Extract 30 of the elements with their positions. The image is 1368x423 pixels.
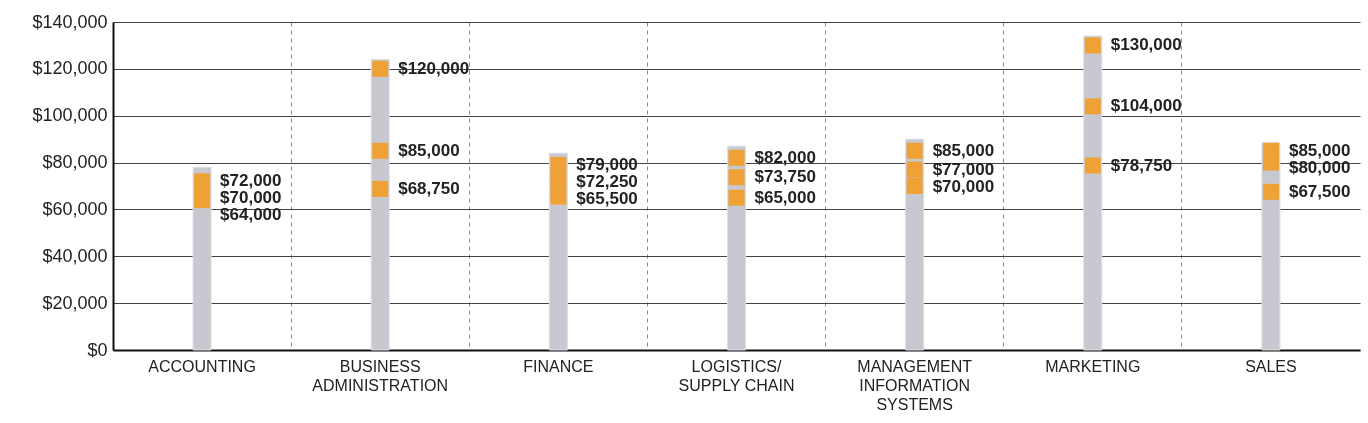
data-label: $72,000 bbox=[220, 171, 282, 191]
x-tick-label: MANAGEMENT INFORMATION SYSTEMS bbox=[857, 357, 973, 413]
data-label: $104,000 bbox=[1110, 96, 1182, 116]
y-tick-label: $140,000 bbox=[32, 11, 108, 32]
y-tick-label: $100,000 bbox=[32, 105, 108, 126]
data-label: $85,000 bbox=[932, 140, 995, 160]
data-label: $65,000 bbox=[754, 187, 816, 207]
y-tick-label: $60,000 bbox=[42, 198, 108, 219]
data-label: $85,000 bbox=[398, 140, 460, 160]
data-label: $85,000 bbox=[1288, 140, 1351, 160]
data-label: $73,750 bbox=[754, 167, 816, 187]
x-tick-label: FINANCE bbox=[523, 357, 594, 375]
y-tick-label: $40,000 bbox=[42, 245, 108, 266]
data-label: $130,000 bbox=[1110, 35, 1182, 55]
y-tick-label: $0 bbox=[87, 339, 108, 360]
y-tick-label: $20,000 bbox=[42, 292, 108, 313]
data-label: $64,000 bbox=[220, 205, 282, 225]
x-tick-label: SALES bbox=[1245, 357, 1297, 375]
y-tick-label: $80,000 bbox=[42, 152, 108, 173]
data-label: $68,750 bbox=[398, 178, 460, 198]
data-label: $82,000 bbox=[754, 147, 816, 167]
data-label: $77,000 bbox=[932, 159, 995, 179]
x-tick-label: LOGISTICS/ SUPPLY CHAIN bbox=[678, 357, 795, 394]
x-tick-label: BUSINESS ADMINISTRATION bbox=[312, 357, 449, 394]
data-label: $67,500 bbox=[1288, 181, 1351, 201]
x-tick-label: MARKETING bbox=[1045, 357, 1141, 375]
data-label: $70,000 bbox=[932, 176, 995, 196]
data-label: $70,000 bbox=[220, 188, 282, 208]
x-tick-label: ACCOUNTING bbox=[148, 357, 256, 375]
y-tick-label: $120,000 bbox=[32, 58, 108, 79]
